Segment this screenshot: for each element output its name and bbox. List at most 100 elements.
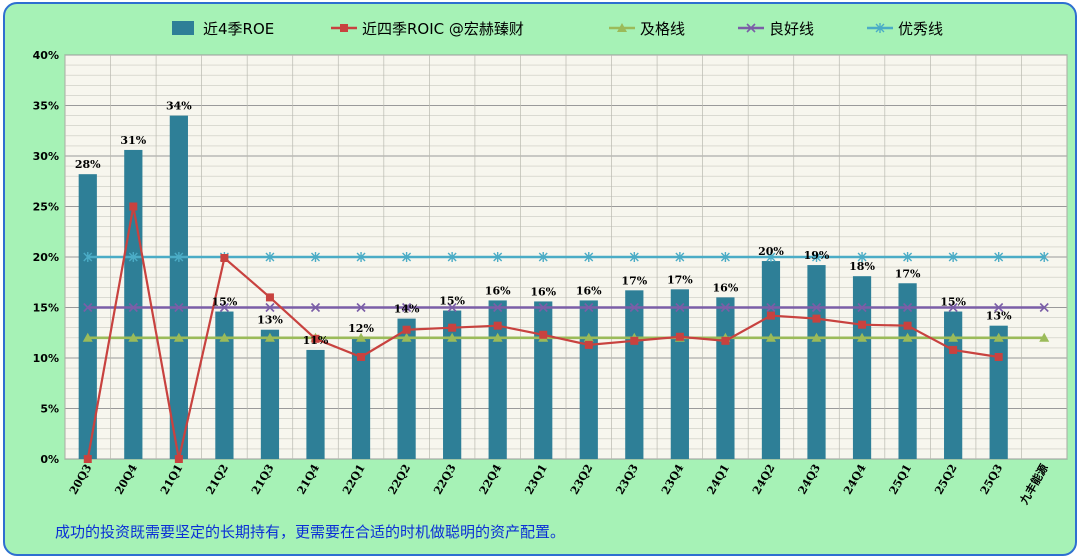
roic-marker (174, 455, 183, 463)
roic-marker (83, 455, 92, 463)
good-marker (994, 302, 1004, 313)
good-marker (83, 302, 93, 313)
bar-data-label: 19% (804, 249, 830, 262)
legend-label: 近4季ROE (203, 20, 274, 38)
roic-marker (539, 330, 548, 339)
good-marker (948, 302, 958, 313)
roic-marker (220, 254, 229, 263)
good-marker (746, 23, 756, 33)
pass-marker (492, 332, 503, 342)
roe-bar (78, 174, 97, 459)
legend-label: 优秀线 (898, 20, 943, 38)
good-marker (903, 302, 913, 313)
pass-marker (857, 332, 868, 342)
bar-data-label: 16% (530, 285, 556, 298)
good-marker (811, 302, 822, 313)
roic-marker (994, 352, 1003, 361)
x-tick-label: 22Q1 (340, 462, 368, 497)
legend-label: 良好线 (769, 20, 814, 38)
pass-marker (1039, 332, 1050, 342)
roe-bar (852, 276, 872, 459)
bar-data-label: 17% (895, 267, 921, 280)
x-tick-label: 23Q2 (568, 462, 596, 497)
legend: 近4季ROE 近四季ROIC @宏赫臻财 及格线 良好线 优秀线 (172, 20, 943, 38)
excellent-marker (857, 252, 867, 262)
roe-bar (761, 261, 781, 459)
good-marker (1039, 302, 1049, 313)
x-tick-label: 21Q2 (203, 462, 231, 497)
roe-bar (898, 283, 917, 459)
pass-marker (765, 332, 776, 342)
roe-bars (78, 115, 1008, 459)
x-tick-label: 20Q3 (67, 462, 95, 497)
y-tick-label: 20% (33, 251, 59, 264)
good-marker (720, 302, 730, 313)
x-tick-label: 24Q3 (796, 462, 824, 497)
bar-data-label: 16% (713, 281, 739, 294)
excellent-marker (174, 252, 184, 262)
roic-marker (721, 336, 730, 345)
excellent-marker (1039, 252, 1049, 262)
excellent-marker (812, 252, 821, 262)
roic-marker (812, 314, 821, 323)
excellent-marker (311, 252, 320, 262)
excellent-marker (994, 252, 1004, 262)
roe-bar (716, 297, 735, 459)
bar-data-label: 11% (303, 334, 329, 347)
good-marker (538, 302, 548, 313)
excellent-marker (948, 252, 958, 262)
roe-bar (443, 310, 462, 459)
x-axis: 20Q3 20Q4 21Q1 21Q2 21Q3 21Q4 22Q1 22Q2 22Q3 22Q4… (67, 462, 1051, 508)
x-tick-label: 25Q3 (978, 462, 1006, 497)
y-tick-label: 30% (33, 150, 59, 163)
y-tick-label: 35% (33, 100, 59, 113)
roe-bar (351, 337, 371, 459)
x-tick-label: 九丰能源 (1016, 462, 1051, 508)
roe-bar (989, 325, 1008, 459)
roe-bar (306, 349, 325, 459)
good-marker (766, 302, 776, 313)
bar-data-label: 20% (758, 245, 784, 258)
bar-data-label: 15% (940, 296, 966, 309)
bar-data-label: 13% (986, 310, 1012, 323)
x-tick-label: 22Q3 (431, 462, 459, 497)
roic-marker (493, 321, 502, 330)
bar-data-label: 12% (348, 322, 374, 335)
bar-data-label: 16% (576, 284, 602, 297)
y-tick-label: 5% (40, 403, 59, 416)
pass-marker (583, 332, 594, 342)
series-lines (82, 202, 1050, 463)
roic-marker (903, 321, 912, 330)
roe-bar (215, 311, 234, 459)
pass-marker (447, 332, 458, 342)
bar-data-label: 13% (257, 314, 283, 327)
chart: 近4季ROE 近四季ROIC @宏赫臻财 及格线 良好线 优秀线 28% 31% 34% 15… (33, 20, 1068, 508)
excellent-marker (584, 252, 594, 262)
pass-marker (82, 332, 93, 342)
excellent-marker (447, 252, 457, 262)
roic-marker (357, 352, 366, 361)
good-marker (447, 302, 457, 313)
excellent-marker (766, 252, 776, 262)
pass-marker (948, 332, 959, 342)
y-tick-label: 10% (33, 352, 59, 365)
x-tick-label: 24Q1 (704, 462, 732, 497)
roic-marker (265, 293, 274, 302)
bar-data-label: 28% (75, 158, 101, 171)
x-tick-label: 21Q4 (295, 462, 323, 497)
legend-label: 及格线 (640, 20, 685, 38)
pass-marker (219, 332, 230, 342)
legend-swatch-roe (172, 21, 194, 35)
bar-data-label: 16% (485, 284, 511, 297)
chart-frame: 近4季ROE 近四季ROIC @宏赫臻财 及格线 良好线 优秀线 28% 31% 34% 15… (3, 2, 1077, 556)
roic-marker (311, 334, 320, 343)
roe-bar (807, 265, 826, 459)
pass-marker (401, 332, 412, 342)
x-tick-label: 21Q3 (249, 462, 277, 497)
excellent-marker (493, 252, 503, 262)
excellent-marker (356, 252, 366, 262)
good-marker (629, 302, 639, 313)
roic-marker (402, 325, 411, 334)
excellent-marker (903, 252, 913, 262)
y-tick-label: 0% (40, 453, 59, 466)
